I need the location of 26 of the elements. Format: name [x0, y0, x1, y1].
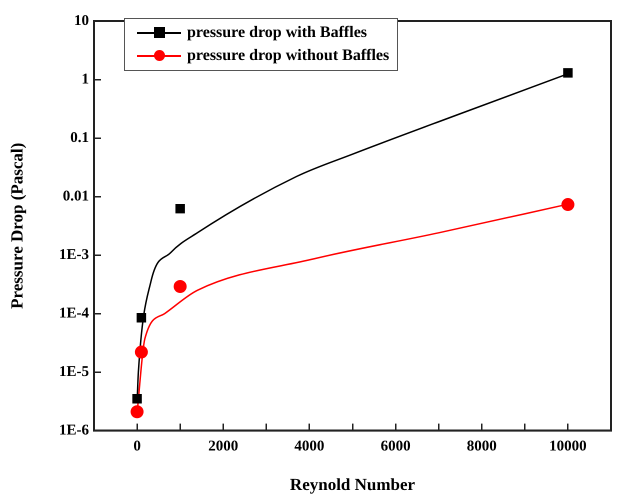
x-tick-label: 2000 — [208, 438, 238, 454]
point — [561, 198, 574, 212]
point — [130, 405, 144, 418]
point — [175, 204, 185, 214]
x-tick-label: 10000 — [549, 438, 587, 454]
y-tick-label: 1E-6 — [59, 422, 90, 438]
y-tick-label: 1E-3 — [59, 246, 89, 263]
point — [134, 346, 148, 359]
legend-label: pressure drop with Baffles — [187, 24, 368, 42]
x-tick-label: 6000 — [380, 438, 411, 454]
y-tick-label: 1E-5 — [59, 364, 89, 380]
y-tick-label: 10 — [74, 12, 89, 29]
point — [174, 280, 187, 294]
point — [132, 394, 142, 404]
y-tick-label: 0.01 — [62, 188, 89, 204]
point — [136, 312, 146, 322]
x-tick-label: 0 — [133, 438, 141, 454]
y-tick-label: 1E-4 — [59, 305, 90, 322]
point — [563, 68, 573, 78]
y-tick-label: 0.1 — [70, 130, 89, 146]
legend-label: pressure drop without Baffles — [187, 46, 390, 64]
x-tick-label: 8000 — [466, 438, 497, 454]
x-tick-label: 4000 — [294, 438, 324, 454]
y-tick-label: 1 — [82, 71, 89, 88]
y-axis-title: Pressure Drop (Pascal) — [8, 142, 27, 309]
x-axis-title: Reynold Number — [290, 475, 416, 494]
